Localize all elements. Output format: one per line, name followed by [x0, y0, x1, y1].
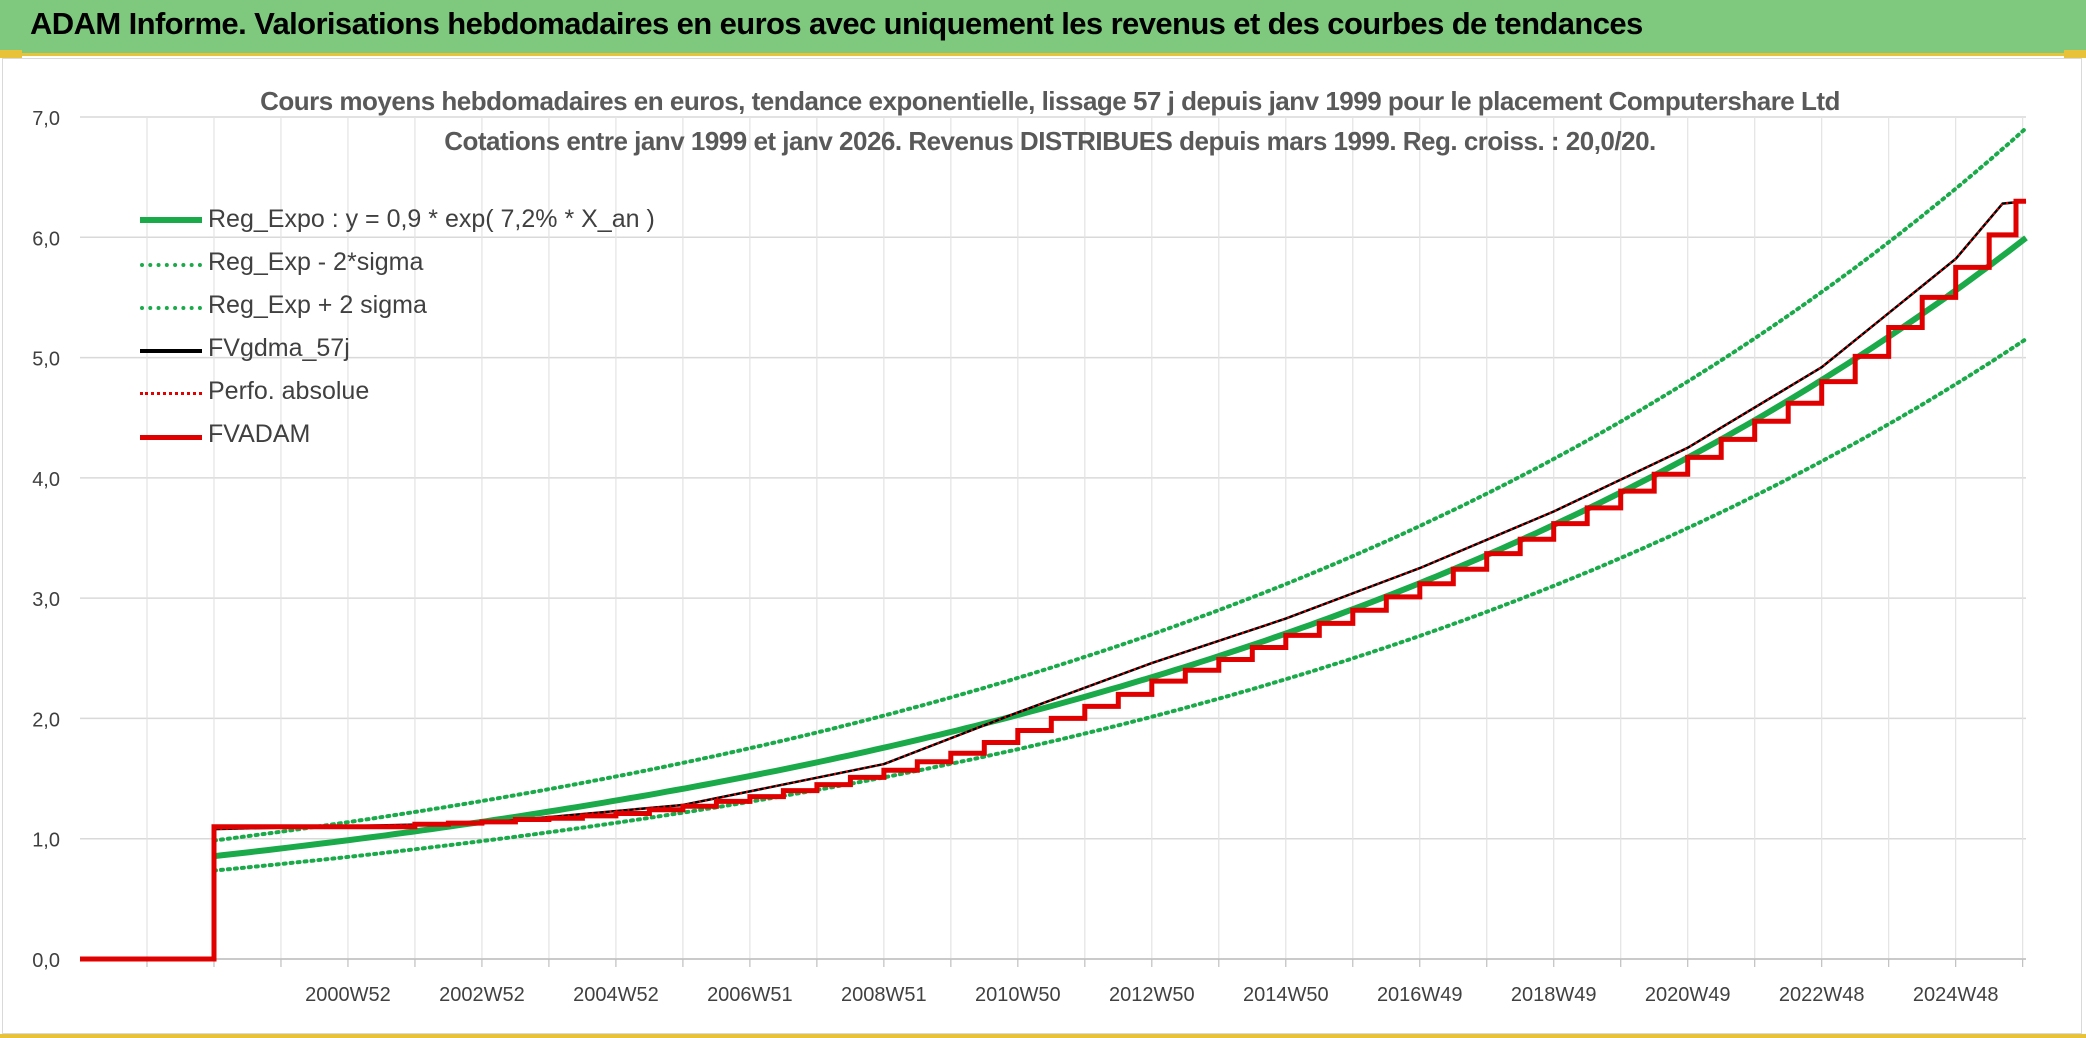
y-tick-label: 1,0 — [32, 830, 60, 852]
x-tick-label: 2014W50 — [1243, 984, 1329, 1006]
legend-swatch — [140, 349, 202, 353]
y-tick-label: 2,0 — [32, 709, 60, 731]
x-tick-label: 2006W51 — [707, 984, 793, 1006]
legend-item-fvgdma[interactable]: FVgdma_57j — [140, 334, 740, 364]
legend-item-fvadam[interactable]: FVADAM — [140, 420, 740, 450]
legend-swatch — [140, 263, 202, 267]
accent-corner-right — [2064, 50, 2086, 58]
x-tick-label: 2004W52 — [573, 984, 659, 1006]
legend-label: FVADAM — [208, 420, 311, 448]
y-tick-label: 3,0 — [32, 589, 60, 611]
page-title: ADAM Informe. Valorisations hebdomadaire… — [30, 6, 1643, 41]
x-tick-label: 2018W49 — [1511, 984, 1597, 1006]
y-tick-label: 5,0 — [32, 349, 60, 371]
series-reg-exp-plus-2sigma — [212, 126, 2028, 843]
x-tick-label: 2000W52 — [305, 984, 391, 1006]
series-reg-exp-minus-2sigma — [212, 337, 2028, 873]
legend-label: Reg_Expo : y = 0,9 * exp( 7,2% * X_an ) — [208, 205, 655, 233]
x-tick-label: 2012W50 — [1109, 984, 1195, 1006]
legend-swatch — [140, 435, 202, 440]
legend-item-reg-exp-minus[interactable]: Reg_Exp - 2*sigma — [140, 248, 740, 278]
accent-corner-left — [0, 50, 22, 58]
x-tick-label: 2022W48 — [1779, 984, 1865, 1006]
legend-item-reg-exp-plus[interactable]: Reg_Exp + 2 sigma — [140, 291, 740, 321]
bottom-accent-bar — [0, 1034, 2086, 1038]
y-tick-label: 0,0 — [32, 950, 60, 972]
series-fvadam — [80, 198, 2026, 962]
x-tick-label: 2024W48 — [1913, 984, 1999, 1006]
header-banner: ADAM Informe. Valorisations hebdomadaire… — [0, 0, 2086, 56]
x-tick-label: 2002W52 — [439, 984, 525, 1006]
y-tick-label: 7,0 — [32, 108, 60, 130]
x-tick-label: 2020W49 — [1645, 984, 1731, 1006]
legend-swatch — [140, 217, 202, 223]
x-tick-label: 2010W50 — [975, 984, 1061, 1006]
legend-swatch — [140, 306, 202, 310]
legend-label: Reg_Exp + 2 sigma — [208, 291, 427, 319]
legend-label: FVgdma_57j — [208, 334, 350, 362]
legend-label: Perfo. absolue — [208, 377, 370, 405]
x-tick-label: 2016W49 — [1377, 984, 1463, 1006]
x-tick-label: 2008W51 — [841, 984, 927, 1006]
chart-title-line1: Cours moyens hebdomadaires en euros, ten… — [260, 86, 1840, 116]
chart-frame — [2, 58, 2082, 1034]
legend-label: Reg_Exp - 2*sigma — [208, 248, 424, 276]
legend-item-reg-expo[interactable]: Reg_Expo : y = 0,9 * exp( 7,2% * X_an ) — [140, 205, 740, 235]
y-tick-label: 6,0 — [32, 228, 60, 250]
chart-title-line2: Cotations entre janv 1999 et janv 2026. … — [444, 126, 1656, 156]
legend-swatch — [140, 392, 202, 395]
y-tick-label: 4,0 — [32, 469, 60, 491]
legend-item-perfo[interactable]: Perfo. absolue — [140, 377, 740, 407]
